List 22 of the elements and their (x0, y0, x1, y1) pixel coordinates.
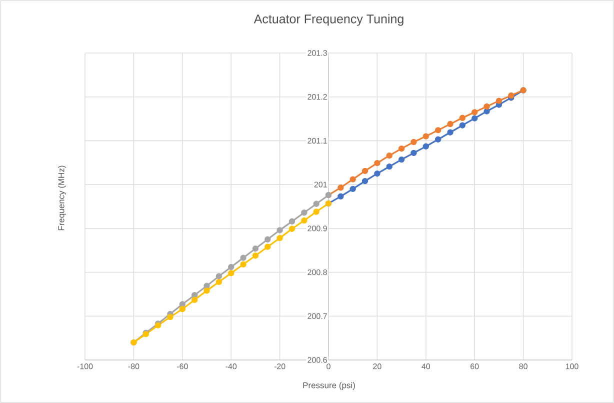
x-tick-label: 0 (326, 364, 330, 370)
y-tick-label: 201.2 (308, 94, 327, 100)
x-tick-label: -100 (77, 364, 93, 370)
y-tick-label: 200.9 (308, 226, 327, 232)
x-tick-label: 80 (519, 364, 528, 370)
y-tick-label: 200.8 (308, 269, 327, 276)
x-tick-label: -40 (226, 364, 237, 370)
x-tick-label: 20 (373, 364, 382, 370)
x-axis-title: Pressure (psi) (303, 382, 355, 390)
y-tick-label: 201.3 (308, 50, 327, 56)
chart-title: Actuator Frequency Tuning (254, 14, 404, 26)
y-tick-label: 200.7 (308, 313, 327, 319)
x-tick-label: 60 (470, 364, 479, 370)
x-tick-label: -20 (274, 364, 286, 370)
y-tick-label: 201.1 (308, 138, 327, 144)
y-tick-label: 201 (314, 182, 327, 188)
x-tick-label: 100 (566, 364, 578, 370)
y-tick-label: 200.6 (308, 357, 327, 363)
x-tick-label: -60 (176, 364, 188, 370)
x-tick-label: -80 (128, 364, 140, 370)
x-tick-label: 40 (422, 364, 430, 370)
y-axis-title: Frequency (MHz) (58, 166, 66, 230)
